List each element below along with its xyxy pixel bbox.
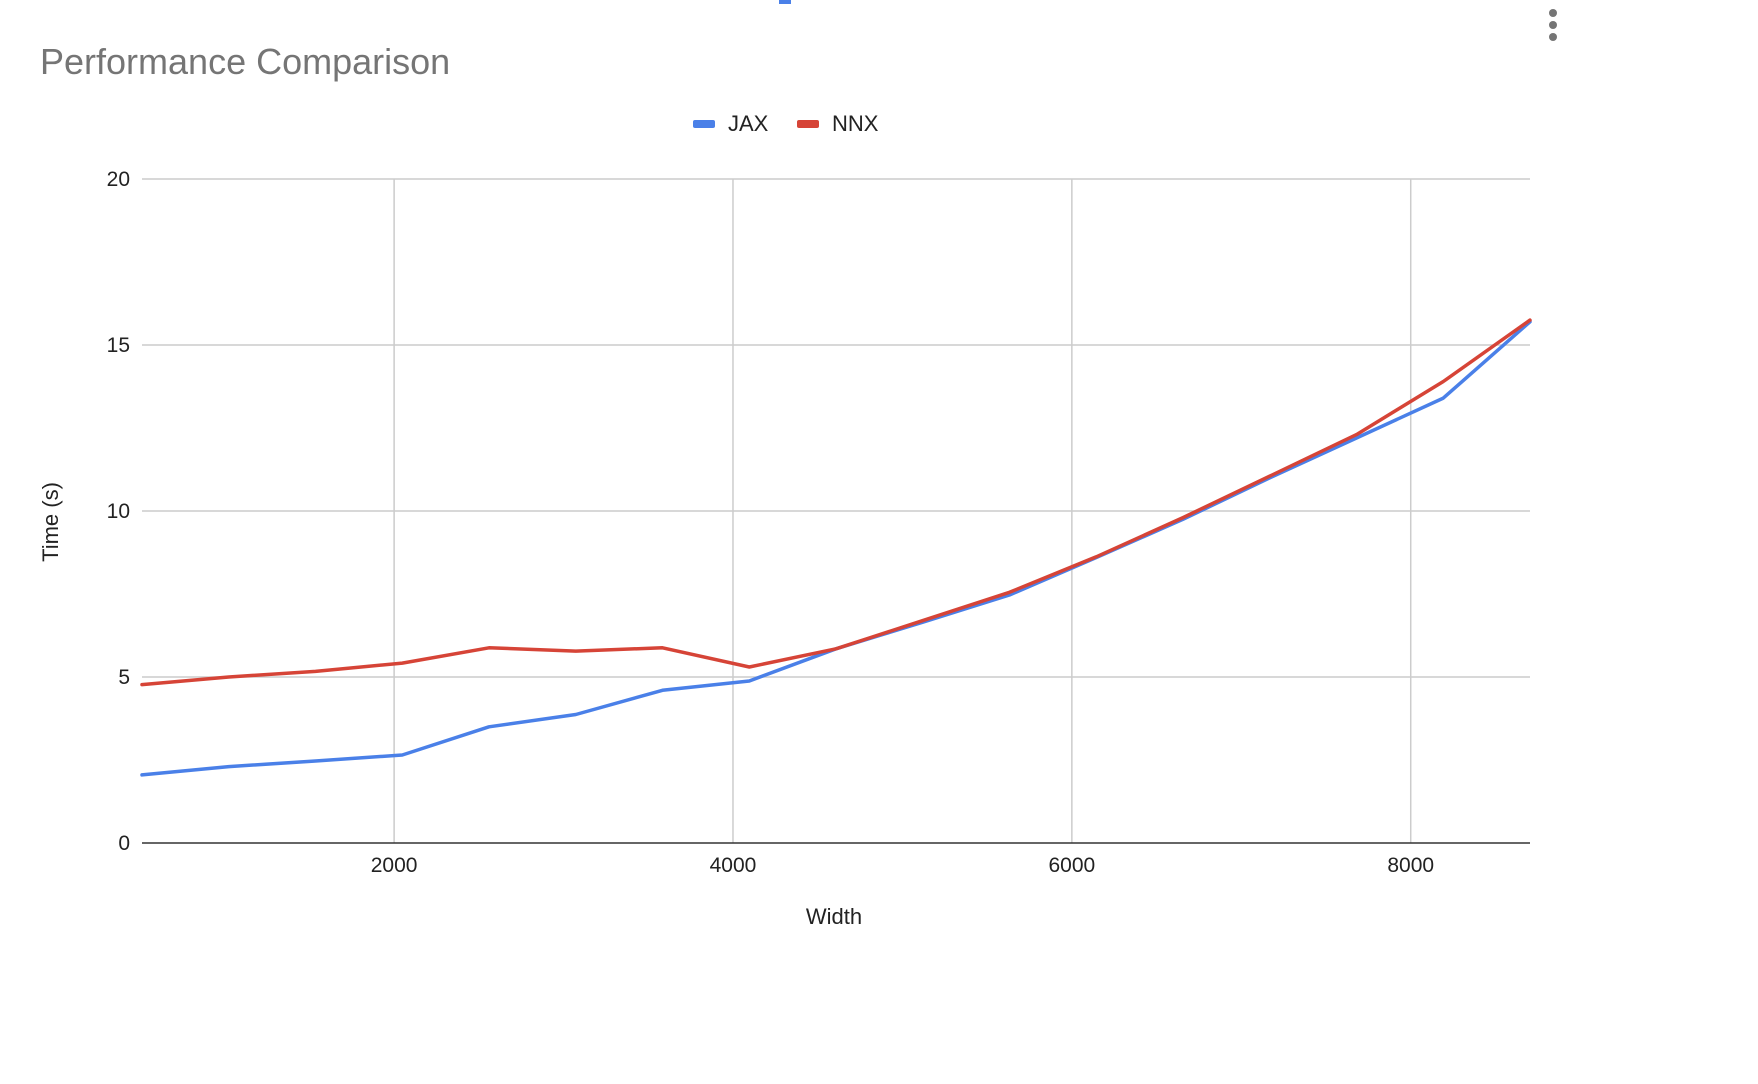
x-tick-label-4000: 4000 bbox=[710, 854, 757, 877]
y-gridlines bbox=[142, 178, 1530, 678]
legend: JAX NNX bbox=[693, 111, 879, 136]
x-tick-label-6000: 6000 bbox=[1048, 854, 1095, 877]
x-tick-labels: 2000 4000 6000 8000 bbox=[371, 854, 1434, 877]
y-tick-label-15: 15 bbox=[107, 334, 130, 357]
y-axis-title: Time (s) bbox=[38, 482, 63, 562]
series-line-nnx bbox=[140, 318, 1532, 687]
y-tick-label-10: 10 bbox=[107, 500, 130, 523]
legend-swatch-jax bbox=[693, 120, 715, 128]
x-tick-label-8000: 8000 bbox=[1387, 854, 1434, 877]
legend-label-nnx: NNX bbox=[832, 111, 879, 136]
x-gridlines bbox=[393, 179, 1412, 843]
series-lines bbox=[140, 318, 1532, 777]
y-tick-label-5: 5 bbox=[118, 666, 130, 689]
x-axis-title: Width bbox=[806, 904, 862, 929]
more-vert-icon[interactable] bbox=[1549, 9, 1557, 41]
y-tick-label-0: 0 bbox=[118, 832, 130, 855]
y-tick-labels: 0 5 10 15 20 bbox=[107, 168, 130, 855]
series-line-jax bbox=[140, 320, 1532, 777]
x-tick-label-2000: 2000 bbox=[371, 854, 418, 877]
y-tick-label-20: 20 bbox=[107, 168, 130, 191]
chart-title: Performance Comparison bbox=[40, 41, 450, 82]
legend-label-jax: JAX bbox=[728, 111, 769, 136]
legend-swatch-nnx bbox=[797, 120, 819, 128]
top-selection-marker bbox=[779, 0, 791, 4]
